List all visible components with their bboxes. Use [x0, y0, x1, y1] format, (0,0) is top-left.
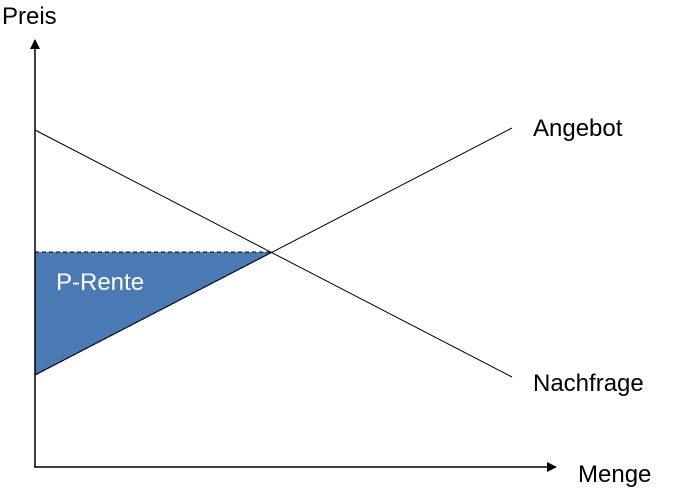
- producer-surplus-label: P-Rente: [56, 269, 144, 296]
- demand-curve: [34, 129, 513, 378]
- demand-curve-label: Nachfrage: [533, 370, 644, 397]
- y-axis-label: Preis: [2, 3, 57, 30]
- x-axis-label: Menge: [578, 461, 651, 488]
- supply-curve-label: Angebot: [533, 115, 623, 142]
- supply-curve: [34, 127, 513, 376]
